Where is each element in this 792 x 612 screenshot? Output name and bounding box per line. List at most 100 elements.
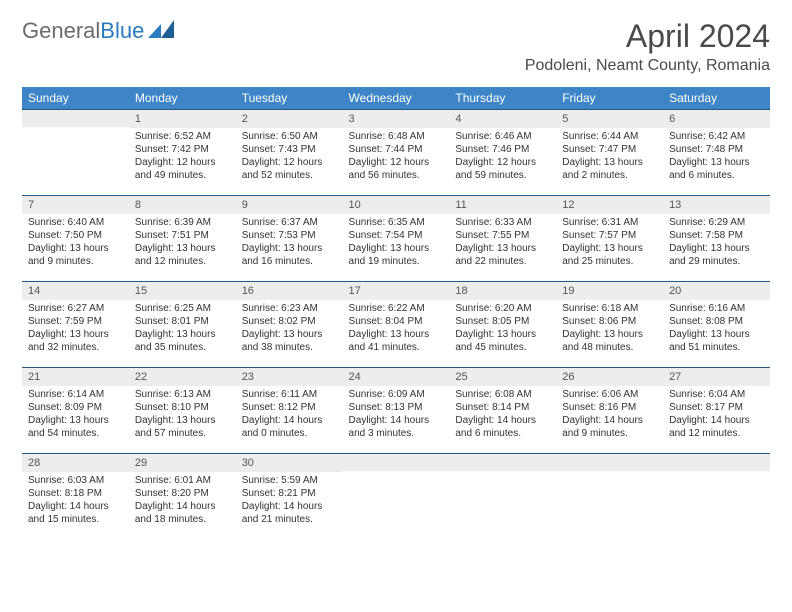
header: GeneralBlue April 2024 Podoleni, Neamt C… (22, 18, 770, 75)
daynum: 25 (449, 367, 556, 386)
sunrise-line: Sunrise: 6:46 AM (455, 130, 550, 143)
daylight-line: Daylight: 14 hours and 21 minutes. (242, 500, 337, 526)
weekday-header: Tuesday (236, 87, 343, 109)
sunset-line: Sunset: 8:16 PM (562, 401, 657, 414)
calendar-cell: 17Sunrise: 6:22 AMSunset: 8:04 PMDayligh… (343, 281, 450, 367)
sunrise-line: Sunrise: 6:35 AM (349, 216, 444, 229)
daylight-line: Daylight: 12 hours and 52 minutes. (242, 156, 337, 182)
sunset-line: Sunset: 8:17 PM (669, 401, 764, 414)
daynum: 19 (556, 281, 663, 300)
calendar-cell: 23Sunrise: 6:11 AMSunset: 8:12 PMDayligh… (236, 367, 343, 453)
daynum-empty (663, 453, 770, 471)
daylight-line: Daylight: 13 hours and 38 minutes. (242, 328, 337, 354)
calendar-cell: 3Sunrise: 6:48 AMSunset: 7:44 PMDaylight… (343, 109, 450, 195)
calendar-cell: 19Sunrise: 6:18 AMSunset: 8:06 PMDayligh… (556, 281, 663, 367)
daylight-line: Daylight: 13 hours and 12 minutes. (135, 242, 230, 268)
daylight-line: Daylight: 13 hours and 32 minutes. (28, 328, 123, 354)
daynum: 16 (236, 281, 343, 300)
sunset-line: Sunset: 7:51 PM (135, 229, 230, 242)
daynum: 2 (236, 109, 343, 128)
sunset-line: Sunset: 7:57 PM (562, 229, 657, 242)
daycontent-empty (22, 127, 129, 187)
calendar-cell: 11Sunrise: 6:33 AMSunset: 7:55 PMDayligh… (449, 195, 556, 281)
calendar-cell: 2Sunrise: 6:50 AMSunset: 7:43 PMDaylight… (236, 109, 343, 195)
daycontent-empty (343, 471, 450, 531)
calendar-cell: 22Sunrise: 6:13 AMSunset: 8:10 PMDayligh… (129, 367, 236, 453)
daynum: 11 (449, 195, 556, 214)
daynum: 4 (449, 109, 556, 128)
daynum: 21 (22, 367, 129, 386)
title-block: April 2024 Podoleni, Neamt County, Roman… (525, 18, 770, 75)
sunset-line: Sunset: 7:44 PM (349, 143, 444, 156)
daylight-line: Daylight: 13 hours and 54 minutes. (28, 414, 123, 440)
daynum: 9 (236, 195, 343, 214)
calendar-cell: 26Sunrise: 6:06 AMSunset: 8:16 PMDayligh… (556, 367, 663, 453)
sunrise-line: Sunrise: 6:01 AM (135, 474, 230, 487)
sunrise-line: Sunrise: 6:23 AM (242, 302, 337, 315)
sunset-line: Sunset: 7:53 PM (242, 229, 337, 242)
daynum-empty (343, 453, 450, 471)
daycontent: Sunrise: 6:37 AMSunset: 7:53 PMDaylight:… (236, 214, 343, 276)
daynum: 3 (343, 109, 450, 128)
sunrise-line: Sunrise: 6:39 AM (135, 216, 230, 229)
calendar-cell: 9Sunrise: 6:37 AMSunset: 7:53 PMDaylight… (236, 195, 343, 281)
daycontent: Sunrise: 6:13 AMSunset: 8:10 PMDaylight:… (129, 386, 236, 448)
calendar-week-row: 14Sunrise: 6:27 AMSunset: 7:59 PMDayligh… (22, 281, 770, 367)
daylight-line: Daylight: 13 hours and 9 minutes. (28, 242, 123, 268)
sunset-line: Sunset: 8:08 PM (669, 315, 764, 328)
daynum: 30 (236, 453, 343, 472)
calendar-cell (449, 453, 556, 539)
sunrise-line: Sunrise: 6:04 AM (669, 388, 764, 401)
logo-icon (148, 18, 174, 44)
daylight-line: Daylight: 13 hours and 48 minutes. (562, 328, 657, 354)
daylight-line: Daylight: 13 hours and 25 minutes. (562, 242, 657, 268)
sunset-line: Sunset: 8:06 PM (562, 315, 657, 328)
calendar-cell: 21Sunrise: 6:14 AMSunset: 8:09 PMDayligh… (22, 367, 129, 453)
daynum-empty (449, 453, 556, 471)
sunset-line: Sunset: 8:14 PM (455, 401, 550, 414)
calendar-cell: 18Sunrise: 6:20 AMSunset: 8:05 PMDayligh… (449, 281, 556, 367)
sunset-line: Sunset: 8:20 PM (135, 487, 230, 500)
calendar-cell: 15Sunrise: 6:25 AMSunset: 8:01 PMDayligh… (129, 281, 236, 367)
sunrise-line: Sunrise: 6:50 AM (242, 130, 337, 143)
daynum: 5 (556, 109, 663, 128)
daynum: 27 (663, 367, 770, 386)
daylight-line: Daylight: 12 hours and 49 minutes. (135, 156, 230, 182)
logo: GeneralBlue (22, 18, 174, 44)
logo-text-blue: Blue (100, 18, 144, 44)
sunrise-line: Sunrise: 6:37 AM (242, 216, 337, 229)
sunset-line: Sunset: 7:54 PM (349, 229, 444, 242)
weekday-header: Monday (129, 87, 236, 109)
sunset-line: Sunset: 8:18 PM (28, 487, 123, 500)
calendar-body: 1Sunrise: 6:52 AMSunset: 7:42 PMDaylight… (22, 109, 770, 539)
daynum: 1 (129, 109, 236, 128)
daynum-empty (556, 453, 663, 471)
daycontent: Sunrise: 6:16 AMSunset: 8:08 PMDaylight:… (663, 300, 770, 362)
weekday-header: Saturday (663, 87, 770, 109)
daycontent: Sunrise: 6:14 AMSunset: 8:09 PMDaylight:… (22, 386, 129, 448)
sunset-line: Sunset: 7:59 PM (28, 315, 123, 328)
calendar-week-row: 1Sunrise: 6:52 AMSunset: 7:42 PMDaylight… (22, 109, 770, 195)
daylight-line: Daylight: 13 hours and 57 minutes. (135, 414, 230, 440)
daylight-line: Daylight: 14 hours and 15 minutes. (28, 500, 123, 526)
daycontent-empty (449, 471, 556, 531)
daycontent: Sunrise: 6:48 AMSunset: 7:44 PMDaylight:… (343, 128, 450, 190)
daylight-line: Daylight: 13 hours and 2 minutes. (562, 156, 657, 182)
sunset-line: Sunset: 8:13 PM (349, 401, 444, 414)
calendar-cell: 6Sunrise: 6:42 AMSunset: 7:48 PMDaylight… (663, 109, 770, 195)
daynum: 13 (663, 195, 770, 214)
daycontent-empty (663, 471, 770, 531)
sunset-line: Sunset: 8:01 PM (135, 315, 230, 328)
calendar-cell: 16Sunrise: 6:23 AMSunset: 8:02 PMDayligh… (236, 281, 343, 367)
daycontent: Sunrise: 6:52 AMSunset: 7:42 PMDaylight:… (129, 128, 236, 190)
daylight-line: Daylight: 13 hours and 41 minutes. (349, 328, 444, 354)
calendar-cell: 30Sunrise: 5:59 AMSunset: 8:21 PMDayligh… (236, 453, 343, 539)
daylight-line: Daylight: 13 hours and 29 minutes. (669, 242, 764, 268)
weekday-header: Friday (556, 87, 663, 109)
daynum: 23 (236, 367, 343, 386)
daylight-line: Daylight: 12 hours and 59 minutes. (455, 156, 550, 182)
sunrise-line: Sunrise: 6:09 AM (349, 388, 444, 401)
sunset-line: Sunset: 7:58 PM (669, 229, 764, 242)
daycontent: Sunrise: 6:25 AMSunset: 8:01 PMDaylight:… (129, 300, 236, 362)
sunrise-line: Sunrise: 6:25 AM (135, 302, 230, 315)
